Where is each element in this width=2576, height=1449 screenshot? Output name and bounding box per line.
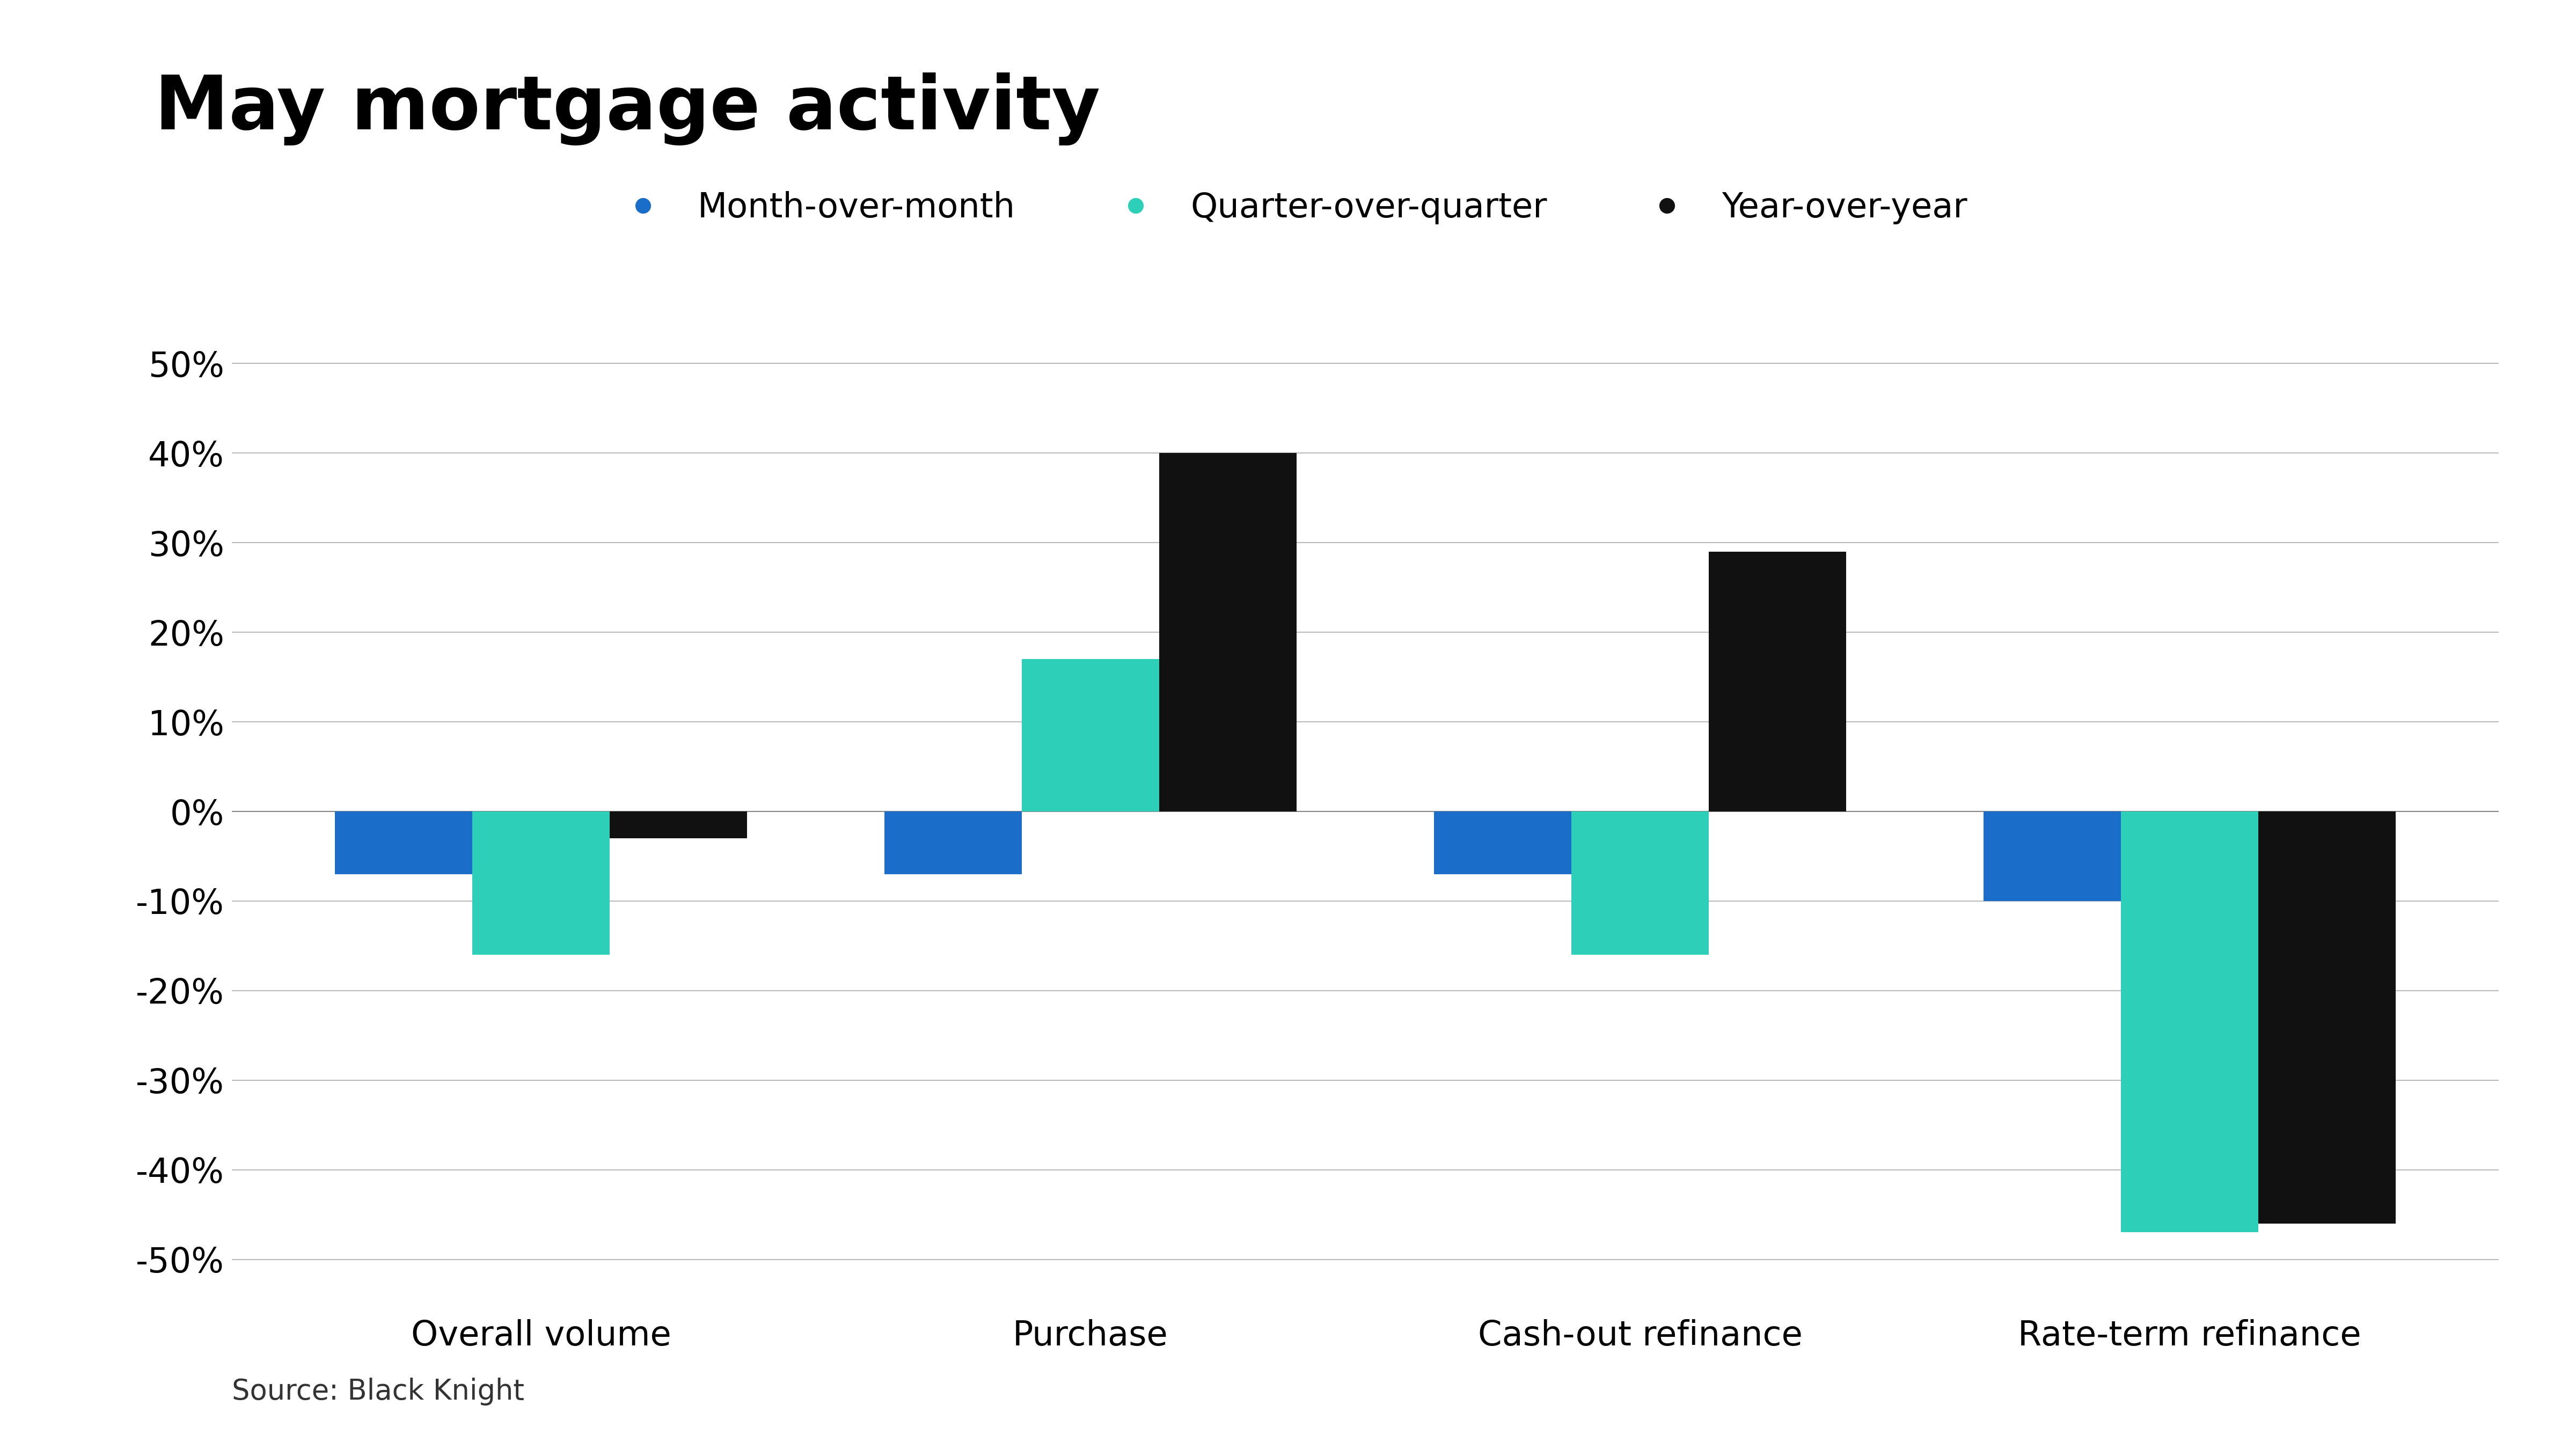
Bar xyxy=(1435,811,1571,874)
Bar xyxy=(2120,811,2259,1233)
Bar xyxy=(1708,552,1847,811)
Bar xyxy=(611,811,747,839)
Bar xyxy=(471,811,611,955)
Bar xyxy=(1023,659,1159,811)
Legend: Month-over-month, Quarter-over-quarter, Year-over-year: Month-over-month, Quarter-over-quarter, … xyxy=(608,191,1968,225)
Bar xyxy=(1571,811,1708,955)
Bar xyxy=(2259,811,2396,1223)
Bar xyxy=(884,811,1023,874)
Bar xyxy=(335,811,471,874)
Bar xyxy=(1984,811,2120,901)
Text: Source: Black Knight: Source: Black Knight xyxy=(232,1378,526,1406)
Bar xyxy=(1159,454,1296,811)
Text: May mortgage activity: May mortgage activity xyxy=(155,72,1100,145)
